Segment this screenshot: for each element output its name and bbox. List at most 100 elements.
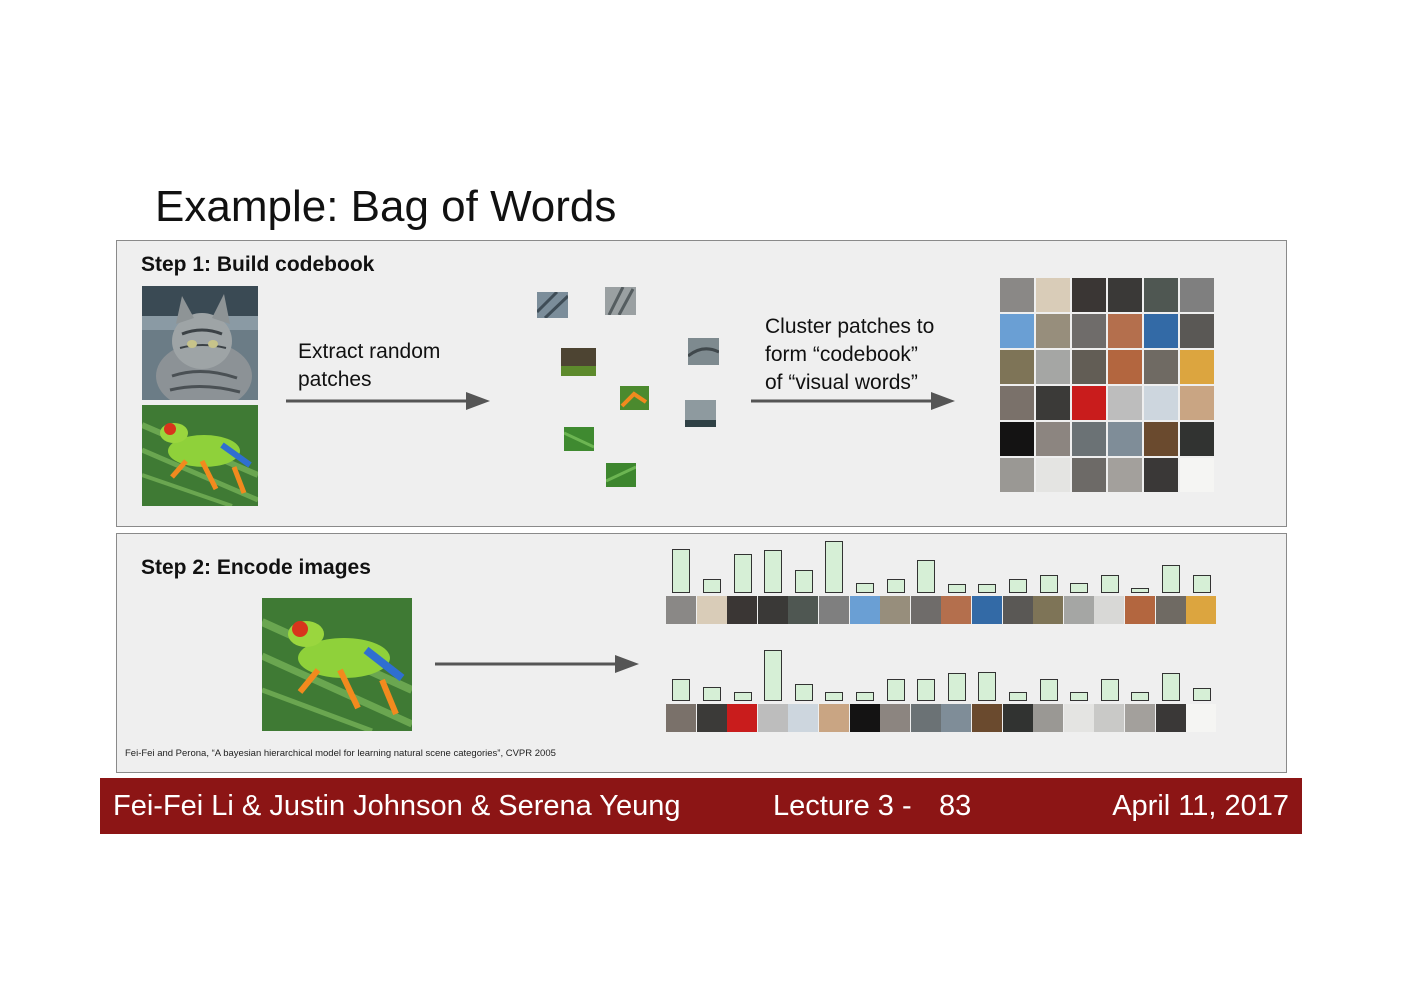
histogram-bar [733, 692, 752, 701]
histogram-word-patch [1186, 596, 1217, 624]
histogram-bar [917, 679, 936, 701]
histogram-bar [886, 579, 905, 593]
codebook-word [1072, 314, 1106, 348]
histogram-bar [702, 579, 721, 593]
histogram-word-patch [880, 704, 911, 732]
histogram-bar [978, 584, 997, 593]
cluster-description: Cluster patches to form “codebook” of “v… [765, 313, 934, 397]
histogram-bar [1070, 692, 1089, 701]
histogram-word-patch [727, 704, 758, 732]
histogram-word-patch [819, 704, 849, 732]
histogram-bar [1131, 692, 1150, 701]
histogram-bar [733, 554, 752, 593]
codebook-word [1180, 278, 1214, 312]
codebook-word [1000, 422, 1034, 456]
histogram-word-patch [666, 596, 696, 624]
histogram-bar [947, 673, 966, 701]
histogram-bar [855, 692, 874, 701]
histogram-word-patch [910, 704, 941, 732]
histogram-word-patch [941, 704, 972, 732]
histogram-word-patch [727, 596, 758, 624]
histogram-word-patch [696, 704, 727, 732]
histogram-bar [1039, 679, 1058, 701]
histogram-word-patch [1125, 596, 1155, 624]
codebook-word [1144, 458, 1178, 492]
codebook-word [1036, 458, 1070, 492]
histogram-word-patch [666, 704, 696, 732]
histogram-word-patch [1063, 704, 1094, 732]
histogram-bar [1131, 588, 1150, 593]
histogram-bar [1161, 565, 1180, 593]
codebook-word [1036, 386, 1070, 420]
histogram-bar [825, 541, 844, 593]
frog-image-encode [262, 598, 412, 731]
histogram-word-patch [1155, 704, 1186, 732]
codebook-word [1000, 350, 1034, 384]
histogram-bar [886, 679, 905, 701]
histogram-word-patch [1186, 704, 1217, 732]
histogram-bar [1192, 575, 1211, 593]
histogram-word-patch [1033, 704, 1064, 732]
codebook-word [1000, 386, 1034, 420]
codebook-word [1144, 314, 1178, 348]
patch [605, 287, 636, 315]
histogram-word-patch [1094, 596, 1125, 624]
codebook-word [1108, 386, 1142, 420]
histogram-bar [1100, 679, 1119, 701]
codebook-word [1036, 350, 1070, 384]
codebook-word [1036, 314, 1070, 348]
histogram-bar [1008, 579, 1027, 593]
histogram-word-patch [880, 596, 911, 624]
histogram-word-patch [1002, 704, 1033, 732]
codebook-word [1180, 422, 1214, 456]
codebook-word [1072, 458, 1106, 492]
citation: Fei-Fei and Perona, “A bayesian hierarch… [125, 748, 556, 759]
cluster-line-1: Cluster patches to [765, 315, 935, 338]
histogram-bar [947, 584, 966, 593]
codebook-word [1000, 278, 1034, 312]
histogram-bar [702, 687, 721, 701]
codebook-word [1108, 278, 1142, 312]
codebook-word [1036, 422, 1070, 456]
patch [537, 292, 568, 318]
codebook-word [1108, 350, 1142, 384]
cluster-line-3: of “visual words” [765, 371, 918, 394]
codebook-word [1072, 278, 1106, 312]
codebook-word [1180, 314, 1214, 348]
codebook-word [1180, 350, 1214, 384]
histogram-bar [917, 560, 936, 593]
histogram-bar [794, 570, 813, 593]
footer-authors: Fei-Fei Li & Justin Johnson & Serena Yeu… [113, 790, 681, 822]
patch [561, 348, 596, 376]
histogram-bar [1008, 692, 1027, 701]
codebook-word [1144, 422, 1178, 456]
histogram-bar [1070, 583, 1089, 593]
histogram-word-patch [819, 596, 849, 624]
patch [688, 338, 719, 365]
frog-image [142, 405, 258, 506]
patch [620, 386, 649, 410]
codebook-word [1108, 458, 1142, 492]
slide-title: Example: Bag of Words [155, 182, 617, 231]
extract-line-2: patches [298, 368, 372, 391]
codebook-word [1144, 386, 1178, 420]
cat-image [142, 286, 258, 400]
patch [606, 463, 636, 487]
histogram-word-patch [972, 596, 1002, 624]
codebook-word [1144, 278, 1178, 312]
codebook-word [1108, 422, 1142, 456]
histogram-word-patch [788, 596, 819, 624]
histogram-word-patch [1125, 704, 1155, 732]
histogram-bar [794, 684, 813, 701]
histogram-word-patch [849, 596, 880, 624]
patch [564, 427, 594, 451]
extract-description: Extract random patches [298, 338, 440, 394]
histogram-bar [1100, 575, 1119, 593]
codebook-word [1000, 458, 1034, 492]
codebook-word [1144, 350, 1178, 384]
histogram-word-patch [941, 596, 972, 624]
codebook-word [1072, 422, 1106, 456]
codebook-word [1072, 350, 1106, 384]
footer-page-number: 83 [939, 790, 972, 822]
cluster-line-2: form “codebook” [765, 343, 918, 366]
